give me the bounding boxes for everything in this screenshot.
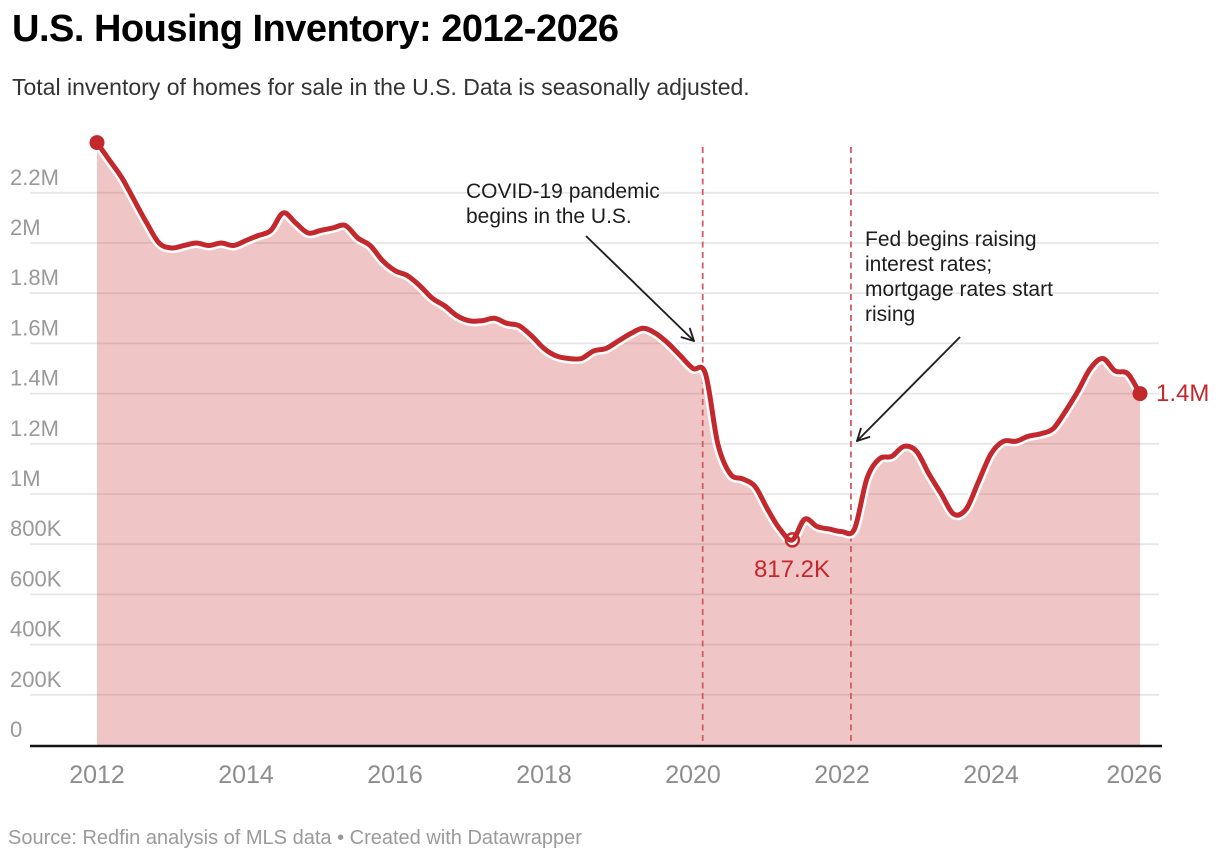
x-tick-label: 2016 (367, 761, 423, 789)
x-tick-label: 2020 (665, 761, 721, 789)
covid-arrow-head (680, 336, 695, 342)
x-tick-label: 2022 (814, 761, 870, 789)
x-tick-label: 2018 (516, 761, 572, 789)
chart-title: U.S. Housing Inventory: 2012-2026 (12, 8, 619, 50)
fed-arrow-head (856, 436, 871, 442)
x-tick-label: 2012 (69, 761, 125, 789)
y-tick-label: 200K (10, 667, 62, 692)
y-tick-label: 800K (10, 516, 62, 541)
fed-arrow (856, 336, 961, 442)
y-tick-label: 1.4M (10, 366, 59, 391)
latest-point-dot (1132, 386, 1148, 402)
trough-point-circle (784, 532, 801, 548)
y-tick-label: 0 (10, 717, 22, 742)
annotation-fed-text: Fed begins raising interest rates; mortg… (865, 228, 1053, 326)
y-tick-label: 2M (10, 215, 41, 240)
covid-arrow (585, 235, 695, 342)
chart-subtitle: Total inventory of homes for sale in the… (12, 74, 750, 100)
y-tick-label: 2.2M (10, 165, 59, 190)
y-tick-label: 600K (10, 566, 62, 591)
source-attribution: Source: Redfin analysis of MLS data • Cr… (8, 827, 582, 849)
y-tick-label: 400K (10, 617, 62, 642)
y-tick-label: 1.2M (10, 416, 59, 441)
x-tick-label: 2026 (1106, 761, 1162, 789)
y-tick-label: 1.8M (10, 265, 59, 290)
annotation-covid-text: COVID-19 pandemic begins in the U.S. (466, 180, 660, 228)
first-point-dot (89, 135, 105, 151)
x-tick-label: 2024 (963, 761, 1019, 789)
fed-arrow-head (856, 427, 862, 442)
covid-arrow-head (688, 327, 695, 342)
trough-value-label: 817.2K (753, 556, 831, 583)
x-tick-label: 2014 (218, 761, 274, 789)
latest-value-label: 1.4M (1156, 380, 1210, 407)
inventory-line (94, 140, 1143, 543)
y-tick-label: 1.6M (10, 315, 59, 340)
y-tick-label: 1M (10, 466, 41, 491)
inventory-area-fill (97, 142, 1140, 746)
